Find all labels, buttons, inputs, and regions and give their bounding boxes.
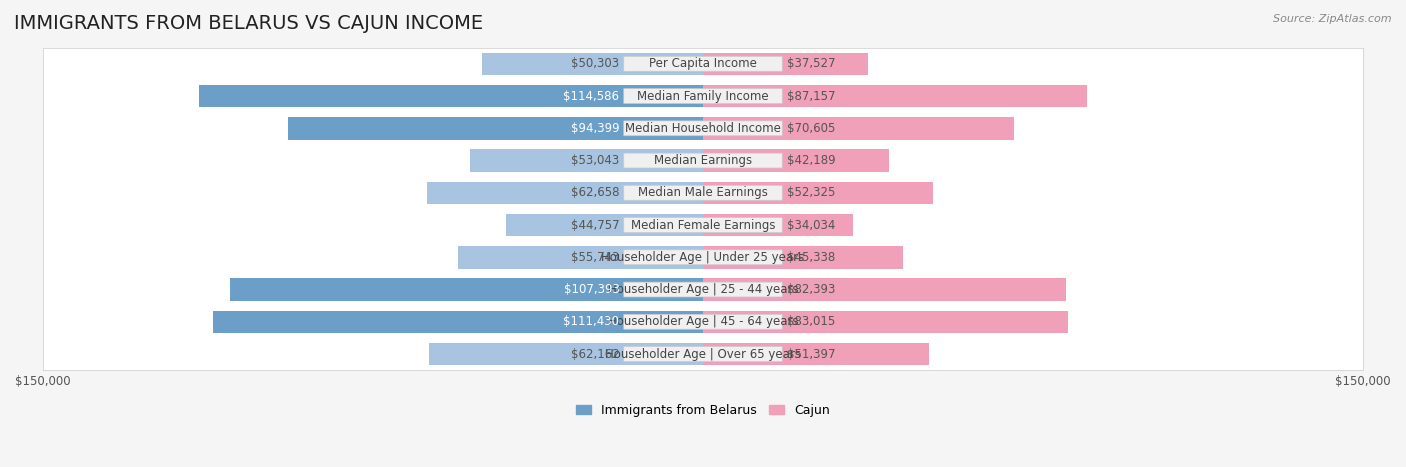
FancyBboxPatch shape [624,314,782,329]
Text: Median Earnings: Median Earnings [654,154,752,167]
Bar [42,177,1364,209]
Bar [42,338,1364,370]
Bar [458,246,703,269]
Text: Householder Age | Under 25 years: Householder Age | Under 25 years [602,251,804,264]
Bar [703,52,868,75]
Bar [703,278,1066,301]
Bar [198,85,703,107]
Text: $83,015: $83,015 [786,315,835,328]
Bar [42,241,1364,274]
Text: Median Family Income: Median Family Income [637,90,769,103]
Bar [470,149,703,172]
Bar [703,343,929,365]
FancyBboxPatch shape [624,89,782,104]
Bar [429,343,703,365]
FancyBboxPatch shape [624,250,782,265]
FancyBboxPatch shape [624,185,782,200]
Text: Householder Age | 25 - 44 years: Householder Age | 25 - 44 years [607,283,799,296]
Text: $53,043: $53,043 [571,154,620,167]
FancyBboxPatch shape [624,57,782,71]
Text: $37,527: $37,527 [786,57,835,71]
Text: $62,658: $62,658 [571,186,620,199]
FancyBboxPatch shape [624,218,782,233]
Text: $82,393: $82,393 [786,283,835,296]
Bar [427,182,703,204]
Text: $111,430: $111,430 [564,315,620,328]
FancyBboxPatch shape [624,282,782,297]
Bar [703,85,1087,107]
Bar [42,274,1364,306]
Bar [42,48,1364,80]
Text: $107,393: $107,393 [564,283,620,296]
Bar [231,278,703,301]
Text: $62,162: $62,162 [571,347,620,361]
Bar [703,117,1014,140]
Bar [506,214,703,236]
Text: $34,034: $34,034 [786,219,835,232]
Bar [42,306,1364,338]
Bar [703,149,889,172]
Bar [212,311,703,333]
Text: Per Capita Income: Per Capita Income [650,57,756,71]
Bar [703,214,853,236]
Text: Householder Age | Over 65 years: Householder Age | Over 65 years [605,347,801,361]
Bar [482,52,703,75]
Text: Median Female Earnings: Median Female Earnings [631,219,775,232]
Text: Source: ZipAtlas.com: Source: ZipAtlas.com [1274,14,1392,24]
Text: $51,397: $51,397 [786,347,835,361]
Text: IMMIGRANTS FROM BELARUS VS CAJUN INCOME: IMMIGRANTS FROM BELARUS VS CAJUN INCOME [14,14,484,33]
FancyBboxPatch shape [624,121,782,136]
Text: $44,757: $44,757 [571,219,620,232]
Text: $87,157: $87,157 [786,90,835,103]
FancyBboxPatch shape [624,347,782,361]
Bar [42,112,1364,144]
Text: Median Household Income: Median Household Income [626,122,780,135]
Bar [42,209,1364,241]
Legend: Immigrants from Belarus, Cajun: Immigrants from Belarus, Cajun [571,399,835,422]
Bar [703,311,1069,333]
Text: $94,399: $94,399 [571,122,620,135]
Text: $45,338: $45,338 [786,251,835,264]
Bar [42,80,1364,112]
Text: $70,605: $70,605 [786,122,835,135]
Text: $114,586: $114,586 [564,90,620,103]
Bar [703,246,903,269]
Text: Householder Age | 45 - 64 years: Householder Age | 45 - 64 years [607,315,799,328]
Text: $42,189: $42,189 [786,154,835,167]
Text: $52,325: $52,325 [786,186,835,199]
Bar [703,182,934,204]
Text: $55,743: $55,743 [571,251,620,264]
Text: $50,303: $50,303 [571,57,620,71]
Bar [42,144,1364,177]
Text: Median Male Earnings: Median Male Earnings [638,186,768,199]
Bar [287,117,703,140]
FancyBboxPatch shape [624,153,782,168]
